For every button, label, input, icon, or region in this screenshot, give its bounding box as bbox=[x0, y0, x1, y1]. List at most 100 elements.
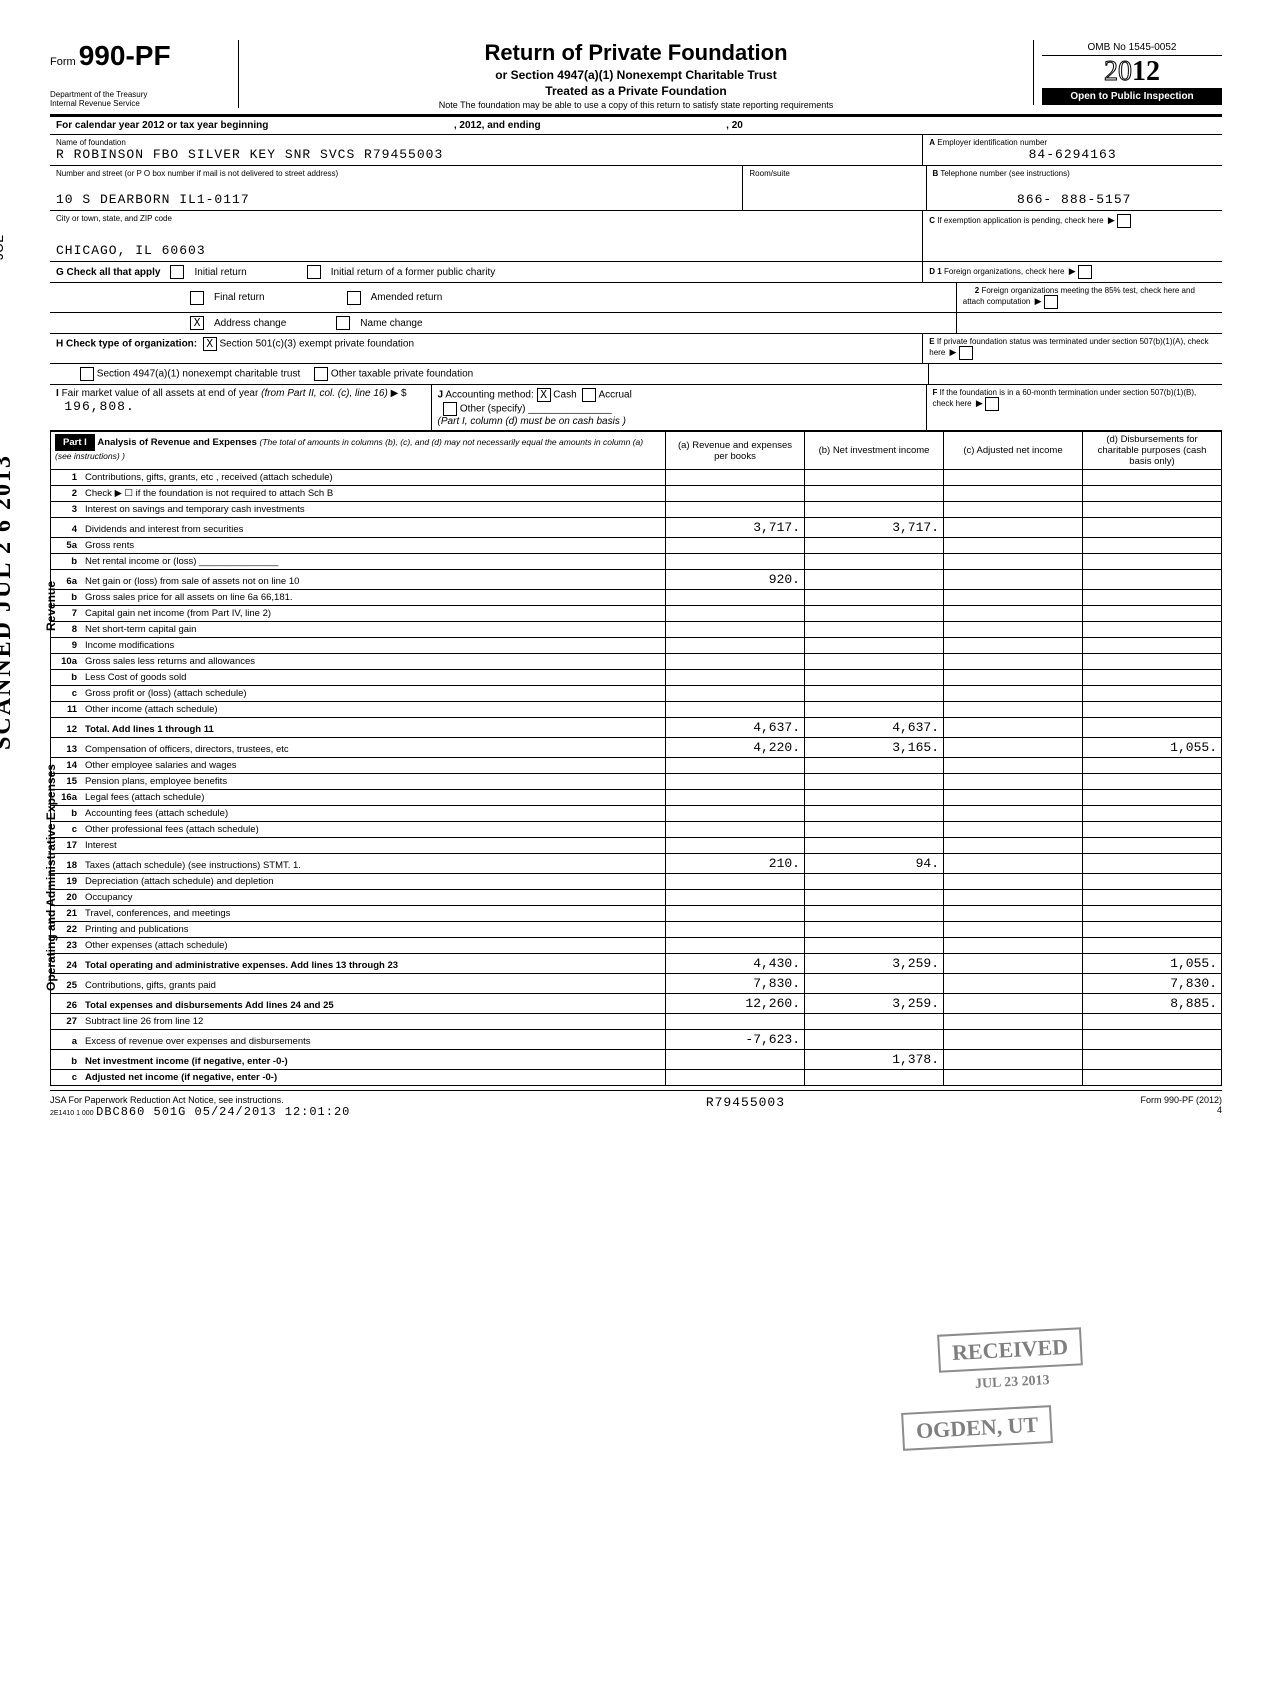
line-desc: Income modifications bbox=[81, 638, 666, 654]
addr-label: Number and street (or P O box number if … bbox=[56, 169, 736, 178]
addr-change-check[interactable]: X bbox=[190, 316, 204, 330]
col-b bbox=[805, 938, 944, 954]
col-d bbox=[1083, 790, 1222, 806]
line-desc: Net gain or (loss) from sale of assets n… bbox=[81, 570, 666, 590]
footer-stamp: DBC860 501G 05/24/2013 12:01:20 bbox=[96, 1105, 350, 1119]
col-a: 7,830. bbox=[666, 974, 805, 994]
line-number: 9 bbox=[51, 638, 82, 654]
city: CHICAGO, IL 60603 bbox=[56, 243, 916, 258]
line-number: c bbox=[51, 686, 82, 702]
table-row: bAccounting fees (attach schedule) bbox=[51, 806, 1222, 822]
col-d bbox=[1083, 758, 1222, 774]
j-cash-check[interactable]: X bbox=[537, 388, 551, 402]
col-a bbox=[666, 538, 805, 554]
j-accrual: Accrual bbox=[598, 390, 631, 401]
col-a: 210. bbox=[666, 854, 805, 874]
col-a: 4,220. bbox=[666, 738, 805, 758]
col-a bbox=[666, 590, 805, 606]
col-a bbox=[666, 670, 805, 686]
col-c bbox=[944, 838, 1083, 854]
col-d bbox=[1083, 806, 1222, 822]
col-d bbox=[1083, 906, 1222, 922]
col-a: 12,260. bbox=[666, 994, 805, 1014]
table-row: 24Total operating and administrative exp… bbox=[51, 954, 1222, 974]
table-row: 2Check ▶ ☐ if the foundation is not requ… bbox=[51, 486, 1222, 502]
col-a bbox=[666, 822, 805, 838]
d2-check[interactable] bbox=[1044, 295, 1058, 309]
h-501-label: Section 501(c)(3) exempt private foundat… bbox=[219, 339, 414, 350]
col-c bbox=[944, 606, 1083, 622]
col-d bbox=[1083, 1030, 1222, 1050]
col-b bbox=[805, 538, 944, 554]
col-b bbox=[805, 570, 944, 590]
line-desc: Check ▶ ☐ if the foundation is not requi… bbox=[81, 486, 666, 502]
table-row: 20Occupancy bbox=[51, 890, 1222, 906]
col-a: 4,637. bbox=[666, 718, 805, 738]
dept1: Department of the Treasury bbox=[50, 90, 230, 99]
col-d bbox=[1083, 654, 1222, 670]
line-number: 12 bbox=[51, 718, 82, 738]
col-a bbox=[666, 554, 805, 570]
j-other-check[interactable] bbox=[443, 402, 457, 416]
line-desc: Contributions, gifts, grants, etc , rece… bbox=[81, 470, 666, 486]
line-desc: Capital gain net income (from Part IV, l… bbox=[81, 606, 666, 622]
col-a bbox=[666, 806, 805, 822]
col-b bbox=[805, 1030, 944, 1050]
tax-year: 2012 bbox=[1042, 56, 1222, 88]
dept2: Internal Revenue Service bbox=[50, 99, 230, 108]
e-check[interactable] bbox=[959, 346, 973, 360]
line-desc: Gross rents bbox=[81, 538, 666, 554]
name-change-check[interactable] bbox=[336, 316, 350, 330]
table-row: 9Income modifications bbox=[51, 638, 1222, 654]
i-label: Fair market value of all assets at end o… bbox=[62, 388, 388, 399]
line-desc: Other employee salaries and wages bbox=[81, 758, 666, 774]
table-row: cOther professional fees (attach schedul… bbox=[51, 822, 1222, 838]
col-c bbox=[944, 686, 1083, 702]
col-c bbox=[944, 670, 1083, 686]
col-c bbox=[944, 994, 1083, 1014]
col-b bbox=[805, 622, 944, 638]
col-b bbox=[805, 974, 944, 994]
side-expenses: Operating and Administrative Expenses bbox=[44, 764, 58, 991]
col-d bbox=[1083, 502, 1222, 518]
initial-check[interactable] bbox=[170, 265, 184, 279]
initial-label: Initial return bbox=[194, 267, 246, 278]
h-501-check[interactable]: X bbox=[203, 337, 217, 351]
col-a: -7,623. bbox=[666, 1030, 805, 1050]
c-check[interactable] bbox=[1117, 214, 1131, 228]
h-other-check[interactable] bbox=[314, 367, 328, 381]
final-check[interactable] bbox=[190, 291, 204, 305]
col-a bbox=[666, 774, 805, 790]
col-d-head: (d) Disbursements for charitable purpose… bbox=[1083, 432, 1222, 470]
initial-former-check[interactable] bbox=[307, 265, 321, 279]
col-a bbox=[666, 790, 805, 806]
col-b bbox=[805, 590, 944, 606]
form-header: Form 990-PF Department of the Treasury I… bbox=[50, 40, 1222, 116]
col-d bbox=[1083, 590, 1222, 606]
table-row: 16aLegal fees (attach schedule) bbox=[51, 790, 1222, 806]
col-d bbox=[1083, 538, 1222, 554]
col-b bbox=[805, 654, 944, 670]
form-title: Return of Private Foundation bbox=[249, 40, 1023, 66]
line-desc: Depreciation (attach schedule) and deple… bbox=[81, 874, 666, 890]
col-b bbox=[805, 702, 944, 718]
col-d bbox=[1083, 638, 1222, 654]
line-number: 10a bbox=[51, 654, 82, 670]
amended-check[interactable] bbox=[347, 291, 361, 305]
table-row: bNet investment income (if negative, ent… bbox=[51, 1050, 1222, 1070]
col-b: 94. bbox=[805, 854, 944, 874]
f-check[interactable] bbox=[985, 397, 999, 411]
d1-check[interactable] bbox=[1078, 265, 1092, 279]
col-c bbox=[944, 702, 1083, 718]
col-d bbox=[1083, 686, 1222, 702]
line-number: c bbox=[51, 1070, 82, 1086]
table-row: 18Taxes (attach schedule) (see instructi… bbox=[51, 854, 1222, 874]
col-c bbox=[944, 538, 1083, 554]
line-desc: Other income (attach schedule) bbox=[81, 702, 666, 718]
col-a bbox=[666, 890, 805, 906]
table-row: 13Compensation of officers, directors, t… bbox=[51, 738, 1222, 758]
j-accrual-check[interactable] bbox=[582, 388, 596, 402]
col-a bbox=[666, 502, 805, 518]
col-c bbox=[944, 874, 1083, 890]
h-4947-check[interactable] bbox=[80, 367, 94, 381]
